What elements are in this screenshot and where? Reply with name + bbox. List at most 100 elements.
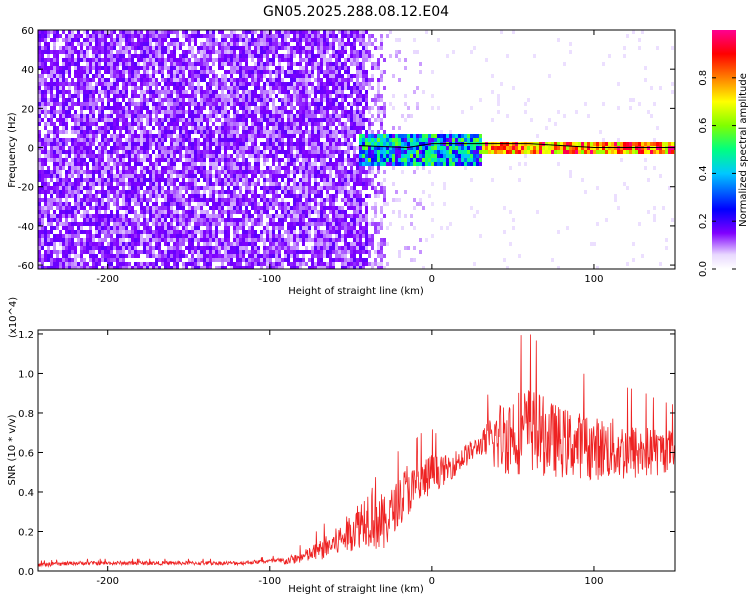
heatmap-cell <box>200 162 203 166</box>
heatmap-cell <box>122 106 125 110</box>
heatmap-cell <box>287 238 290 242</box>
heatmap-cell <box>137 230 140 234</box>
heatmap-cell <box>329 70 332 74</box>
heatmap-cell <box>68 222 71 226</box>
heatmap-cell <box>173 210 176 214</box>
heatmap-cell <box>263 50 266 54</box>
heatmap-cell <box>80 138 83 142</box>
heatmap-cell <box>191 50 194 54</box>
heatmap-cell <box>173 190 176 194</box>
heatmap-cell <box>203 166 206 170</box>
heatmap-cell <box>263 46 266 50</box>
heatmap-cell <box>77 74 80 78</box>
heatmap-cell <box>260 42 263 46</box>
heatmap-cell <box>221 102 224 106</box>
heatmap-cell <box>125 202 128 206</box>
heatmap-cell <box>41 50 44 54</box>
heatmap-cell <box>221 134 224 138</box>
heatmap-cell <box>251 70 254 74</box>
heatmap-cell <box>221 114 224 118</box>
heatmap-cell <box>173 46 176 50</box>
heatmap-cell <box>299 226 302 230</box>
heatmap-cell <box>245 138 248 142</box>
heatmap-cell <box>38 90 41 94</box>
heatmap-cell <box>230 102 233 106</box>
heatmap-cell <box>173 110 176 114</box>
heatmap-cell <box>326 242 329 246</box>
heatmap-cell <box>74 214 77 218</box>
heatmap-cell <box>77 62 80 66</box>
heatmap-cell <box>137 194 140 198</box>
heatmap-cell <box>266 254 269 258</box>
heatmap-cell <box>71 146 74 150</box>
heatmap-cell <box>215 198 218 202</box>
heatmap-cell <box>92 206 95 210</box>
heatmap-cell <box>74 234 77 238</box>
heatmap-cell <box>170 238 173 242</box>
heatmap-cell <box>275 114 278 118</box>
heatmap-cell <box>227 202 230 206</box>
heatmap-cell <box>65 50 68 54</box>
heatmap-cell <box>77 226 80 230</box>
heatmap-cell <box>134 194 137 198</box>
heatmap-cell <box>44 186 47 190</box>
heatmap-cell <box>269 218 272 222</box>
heatmap-cell <box>41 118 44 122</box>
heatmap-cell <box>47 158 50 162</box>
heatmap-cell <box>323 214 326 218</box>
heatmap-cell <box>221 130 224 134</box>
heatmap-cell <box>215 202 218 206</box>
heatmap-cell <box>176 198 179 202</box>
heatmap-cell <box>224 218 227 222</box>
heatmap-cell <box>110 198 113 202</box>
heatmap-cell <box>266 134 269 138</box>
heatmap-cell <box>215 170 218 174</box>
heatmap-cell <box>254 198 257 202</box>
heatmap-cell <box>80 130 83 134</box>
heatmap-cell <box>209 190 212 194</box>
heatmap-cell <box>191 258 194 262</box>
heatmap-cell <box>92 130 95 134</box>
heatmap-cell <box>203 42 206 46</box>
heatmap-cell <box>296 246 299 250</box>
heatmap-cell <box>128 106 131 110</box>
heatmap-cell <box>71 102 74 106</box>
heatmap-cell <box>248 82 251 86</box>
heatmap-cell <box>326 266 329 269</box>
heatmap-cell <box>80 250 83 254</box>
heatmap-cell <box>119 230 122 234</box>
heatmap-cell <box>152 78 155 82</box>
heatmap-cell <box>38 86 41 90</box>
heatmap-cell <box>317 158 320 162</box>
heatmap-cell <box>80 162 83 166</box>
heatmap-cell <box>143 262 146 266</box>
heatmap-cell <box>146 58 149 62</box>
heatmap-cell <box>38 194 41 198</box>
heatmap-cell <box>68 82 71 86</box>
heatmap-cell <box>86 266 89 269</box>
heatmap-cell <box>197 170 200 174</box>
heatmap-cell <box>254 86 257 90</box>
heatmap-cell <box>56 90 59 94</box>
heatmap-cell <box>164 266 167 269</box>
heatmap-cell <box>71 174 74 178</box>
heatmap-cell <box>236 218 239 222</box>
heatmap-cell <box>281 38 284 42</box>
heatmap-cell <box>263 34 266 38</box>
heatmap-cell <box>146 134 149 138</box>
heatmap-cell <box>290 234 293 238</box>
heatmap-cell <box>80 238 83 242</box>
heatmap-cell <box>320 106 323 110</box>
heatmap-cell <box>77 94 80 98</box>
heatmap-cell <box>290 70 293 74</box>
heatmap-cell <box>101 102 104 106</box>
heatmap-cell <box>320 170 323 174</box>
heatmap-cell <box>74 130 77 134</box>
heatmap-cell <box>71 182 74 186</box>
heatmap-cell <box>146 246 149 250</box>
heatmap-cell <box>272 126 275 130</box>
heatmap-cell <box>146 226 149 230</box>
heatmap-cell <box>41 234 44 238</box>
heatmap-cell <box>44 190 47 194</box>
heatmap-cell <box>62 30 65 34</box>
